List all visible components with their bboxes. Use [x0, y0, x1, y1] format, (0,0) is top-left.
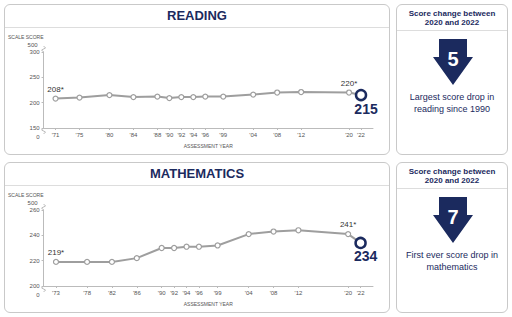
svg-text:260: 260: [30, 207, 41, 213]
svg-text:'92: '92: [177, 132, 185, 138]
svg-text:'84: '84: [129, 132, 137, 138]
svg-text:220*: 220*: [341, 79, 357, 88]
svg-text:'86: '86: [133, 290, 141, 296]
svg-text:'20: '20: [345, 132, 353, 138]
svg-text:215: 215: [354, 101, 378, 117]
svg-text:'88: '88: [153, 132, 161, 138]
html-text:Largest score drop in reading: Largest score drop in reading since 1990: [409, 92, 495, 114]
svg-text:208*: 208*: [47, 85, 63, 94]
svg-text:'96: '96: [201, 132, 209, 138]
svg-text:'12: '12: [297, 132, 305, 138]
svg-text:200: 200: [30, 283, 41, 289]
svg-text:300: 300: [30, 49, 41, 55]
svg-text:500: 500: [28, 42, 39, 48]
html-text:Score change between 2020 and: Score change between 2020 and 2022: [408, 8, 496, 27]
html-text:MATHEMATICS: MATHEMATICS: [149, 166, 245, 181]
svg-text:SCALE SCORE: SCALE SCORE: [8, 192, 44, 198]
svg-text:'99: '99: [219, 132, 227, 138]
svg-text:241*: 241*: [340, 220, 356, 229]
svg-text:150: 150: [30, 125, 41, 131]
svg-text:'73: '73: [52, 290, 60, 296]
svg-text:'80: '80: [106, 132, 114, 138]
svg-text:SCALE SCORE: SCALE SCORE: [8, 34, 44, 40]
svg-text:'04: '04: [249, 132, 257, 138]
svg-text:ASSESSMENT YEAR: ASSESSMENT YEAR: [184, 143, 233, 149]
svg-text:'20: '20: [344, 290, 352, 296]
svg-text:'90: '90: [165, 132, 173, 138]
svg-text:'78: '78: [83, 290, 91, 296]
svg-text:'94: '94: [183, 290, 191, 296]
svg-text:250: 250: [30, 74, 41, 80]
svg-text:'99: '99: [214, 290, 222, 296]
svg-text:5: 5: [447, 48, 458, 70]
svg-text:'08: '08: [273, 132, 281, 138]
svg-text:'12: '12: [294, 290, 302, 296]
svg-text:234: 234: [354, 248, 378, 264]
svg-text:0: 0: [36, 134, 40, 140]
svg-text:'75: '75: [76, 132, 84, 138]
svg-text:219*: 219*: [48, 248, 64, 257]
html-text:First ever score drop in mathe: First ever score drop in mathematics: [406, 250, 498, 272]
svg-text:7: 7: [447, 206, 458, 228]
svg-text:500: 500: [28, 200, 39, 206]
svg-text:240: 240: [30, 232, 41, 238]
svg-text:'22: '22: [357, 132, 365, 138]
html-text:Score change between 2020 and: Score change between 2020 and 2022: [408, 166, 496, 185]
svg-text:'08: '08: [270, 290, 278, 296]
svg-text:'92: '92: [170, 290, 178, 296]
svg-text:220: 220: [30, 258, 41, 264]
svg-text:'90: '90: [158, 290, 166, 296]
svg-text:'04: '04: [245, 290, 253, 296]
svg-text:ASSESSMENT YEAR: ASSESSMENT YEAR: [184, 301, 233, 307]
svg-text:200: 200: [30, 100, 41, 106]
svg-text:'82: '82: [108, 290, 116, 296]
svg-text:'71: '71: [52, 132, 60, 138]
svg-text:'22: '22: [357, 290, 365, 296]
svg-text:'96: '96: [195, 290, 203, 296]
html-text:READING: READING: [167, 8, 227, 23]
svg-text:'94: '94: [189, 132, 197, 138]
svg-text:0: 0: [36, 292, 40, 298]
